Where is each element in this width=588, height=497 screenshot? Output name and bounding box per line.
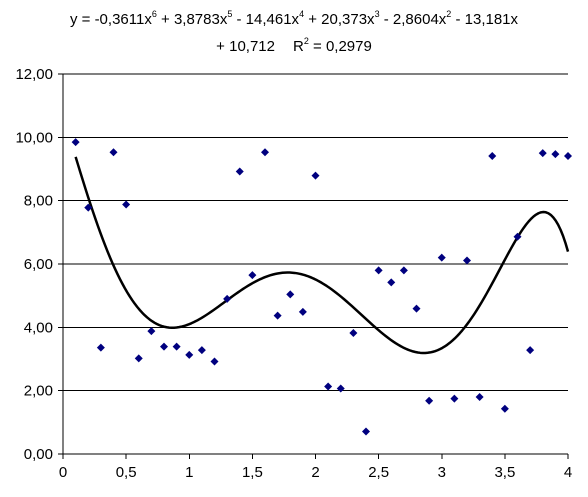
- title-exponent: 3: [374, 9, 380, 19]
- data-point: [336, 384, 345, 393]
- data-point: [564, 152, 572, 161]
- data-point: [362, 427, 370, 436]
- data-point: [551, 150, 560, 159]
- title-exponent: 2: [446, 9, 452, 19]
- title-exponent: 4: [299, 9, 305, 19]
- data-point: [248, 271, 257, 280]
- data-point: [450, 394, 459, 403]
- data-point: [463, 256, 471, 265]
- data-point: [261, 148, 269, 157]
- title-term: - 14,461x: [232, 11, 300, 28]
- y-tick-label: 8,00: [24, 193, 53, 210]
- x-tick-label: 1,5: [242, 464, 263, 481]
- data-point: [500, 404, 509, 413]
- y-tick-label: 0,00: [24, 446, 53, 463]
- y-tick-label: 4,00: [24, 319, 53, 336]
- gridlines: [63, 73, 568, 392]
- data-point: [538, 149, 547, 158]
- data-point: [311, 171, 320, 180]
- title-term: = 0,2979: [308, 38, 372, 55]
- data-point: [134, 354, 143, 363]
- data-point: [437, 253, 446, 262]
- x-tick-label: 3: [438, 464, 446, 481]
- y-tick-label: 6,00: [24, 256, 53, 273]
- data-point: [71, 138, 80, 147]
- y-tick-label: 10,00: [15, 129, 53, 146]
- x-tick-label: 1: [185, 464, 193, 481]
- data-points: [71, 138, 572, 436]
- data-point: [273, 311, 282, 320]
- x-tick-label: 0: [59, 464, 67, 481]
- data-point: [488, 152, 497, 161]
- title-term: R: [292, 38, 304, 55]
- data-point: [475, 393, 484, 401]
- data-point: [526, 346, 535, 355]
- data-point: [197, 346, 206, 355]
- y-tick-label: 2,00: [24, 383, 53, 400]
- data-point: [160, 342, 168, 351]
- data-point: [399, 266, 408, 275]
- data-point: [374, 266, 383, 275]
- data-point: [425, 396, 434, 405]
- title-term: + 20,373x: [304, 11, 375, 28]
- x-tick-label: 2: [311, 464, 319, 481]
- x-tick-label: 3,5: [494, 464, 515, 481]
- data-point: [513, 232, 522, 241]
- title-term: - 2,8604x: [379, 11, 447, 28]
- data-point: [235, 167, 244, 176]
- data-point: [349, 329, 358, 338]
- data-point: [286, 290, 295, 299]
- x-tick-label: 2,5: [368, 464, 389, 481]
- data-point: [147, 327, 156, 336]
- data-point: [185, 350, 194, 359]
- data-point: [223, 294, 232, 303]
- axes: [58, 73, 569, 459]
- data-point: [96, 343, 105, 352]
- data-point: [412, 304, 421, 313]
- title-exponent: 6: [151, 9, 157, 19]
- x-tick-label: 0,5: [116, 464, 137, 481]
- title-term: y = -0,3611x: [69, 11, 152, 28]
- title-term: - 13,181x: [451, 11, 519, 28]
- title-exponent: 5: [227, 9, 233, 19]
- trendline-layer: [74, 156, 570, 355]
- data-point: [122, 200, 131, 209]
- trendline: [74, 156, 570, 355]
- y-tick-label: 12,00: [15, 66, 53, 83]
- data-point: [84, 203, 93, 212]
- data-point: [210, 357, 219, 366]
- title-exponent: 2: [303, 36, 309, 46]
- data-point: [324, 382, 333, 391]
- trendline-equation-line-2: + 10,712 R2 = 0,2979: [0, 36, 588, 55]
- data-point: [172, 342, 181, 351]
- tick-labels: 0,00 2,00 4,00 6,00 8,00 10,00 12,00 0 0,5 1 1,5 2 2…: [15, 66, 572, 481]
- trendline-equation-line-1: y = -0,3611x6 + 3,8783x5 - 14,461x4 + 20…: [0, 9, 588, 28]
- title-term: + 10,712: [216, 38, 275, 55]
- data-point: [298, 307, 307, 316]
- x-tick-label: 4: [564, 464, 572, 481]
- data-point: [387, 278, 396, 287]
- data-point: [109, 148, 118, 157]
- title-term: + 3,8783x: [156, 11, 228, 28]
